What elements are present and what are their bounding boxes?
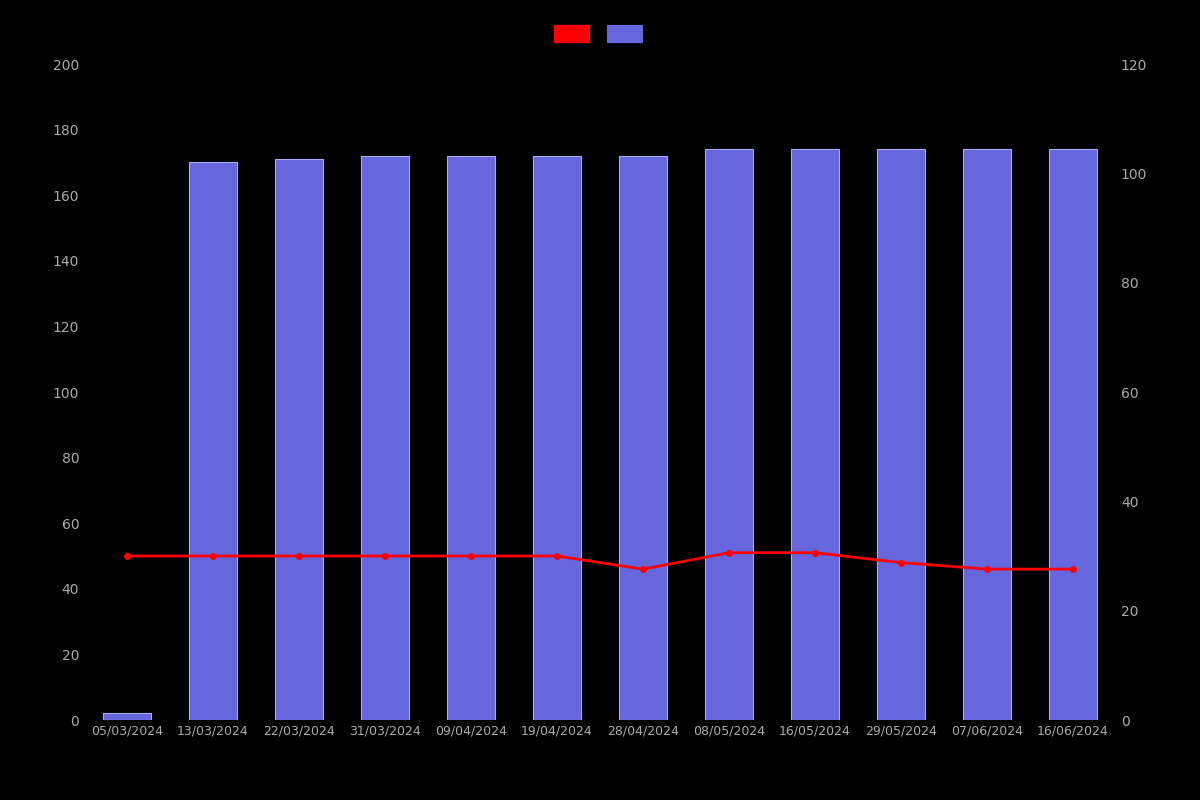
Bar — [533, 156, 581, 720]
Bar — [706, 150, 752, 720]
Bar — [964, 150, 1010, 720]
Bar — [877, 150, 925, 720]
Bar — [791, 150, 839, 720]
Bar — [448, 156, 494, 720]
Bar — [619, 156, 667, 720]
Bar — [190, 162, 236, 720]
Bar — [361, 156, 409, 720]
Bar — [103, 714, 151, 720]
Bar — [1049, 150, 1097, 720]
Bar — [275, 159, 323, 720]
Legend: , : , — [547, 18, 653, 50]
